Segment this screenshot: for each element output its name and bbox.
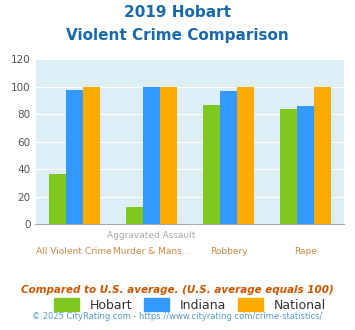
Bar bbox=[203, 105, 220, 224]
Text: © 2025 CityRating.com - https://www.cityrating.com/crime-statistics/: © 2025 CityRating.com - https://www.city… bbox=[32, 312, 323, 321]
Text: Robbery: Robbery bbox=[210, 248, 247, 256]
Bar bbox=[83, 87, 100, 224]
Bar bbox=[49, 174, 66, 224]
Bar bbox=[143, 87, 160, 224]
Bar bbox=[220, 91, 237, 224]
Text: All Violent Crime: All Violent Crime bbox=[36, 248, 112, 256]
Text: Rape: Rape bbox=[294, 248, 317, 256]
Bar bbox=[126, 207, 143, 224]
Bar bbox=[314, 87, 331, 224]
Text: 2019 Hobart: 2019 Hobart bbox=[124, 5, 231, 20]
Legend: Hobart, Indiana, National: Hobart, Indiana, National bbox=[49, 293, 331, 317]
Bar bbox=[280, 109, 297, 224]
Text: Murder & Mans...: Murder & Mans... bbox=[113, 248, 190, 256]
Bar bbox=[297, 106, 314, 224]
Bar bbox=[237, 87, 254, 224]
Text: Violent Crime Comparison: Violent Crime Comparison bbox=[66, 28, 289, 43]
Bar bbox=[160, 87, 177, 224]
Text: Aggravated Assault: Aggravated Assault bbox=[107, 231, 196, 240]
Text: Compared to U.S. average. (U.S. average equals 100): Compared to U.S. average. (U.S. average … bbox=[21, 285, 334, 295]
Bar bbox=[66, 90, 83, 224]
